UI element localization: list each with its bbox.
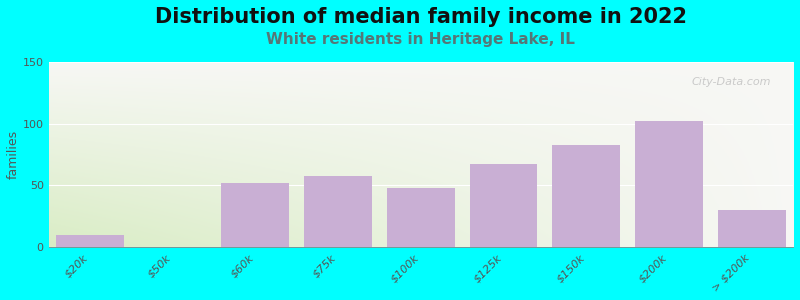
- Text: White residents in Heritage Lake, IL: White residents in Heritage Lake, IL: [266, 32, 575, 47]
- Bar: [387, 188, 454, 247]
- Bar: [222, 183, 290, 247]
- Bar: [56, 235, 124, 247]
- Bar: [718, 210, 786, 247]
- Bar: [552, 145, 620, 247]
- Bar: [304, 176, 372, 247]
- Title: Distribution of median family income in 2022: Distribution of median family income in …: [155, 7, 687, 27]
- Text: City-Data.com: City-Data.com: [691, 77, 770, 87]
- Y-axis label: families: families: [7, 130, 20, 179]
- Bar: [470, 164, 538, 247]
- Bar: [635, 121, 703, 247]
